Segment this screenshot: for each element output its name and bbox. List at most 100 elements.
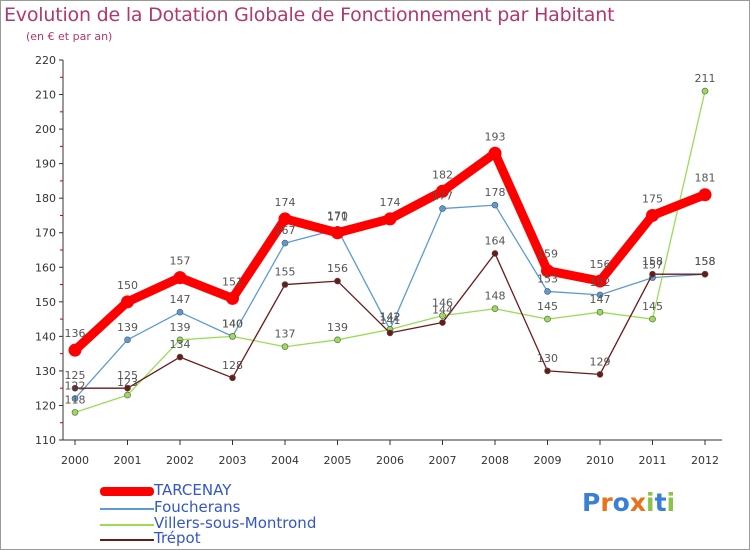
data-label: 139 (327, 321, 348, 334)
data-point (281, 281, 289, 288)
series-villers-sous-montrond (71, 87, 709, 416)
data-point (124, 384, 131, 392)
legend-swatch (100, 524, 154, 526)
series-line (74, 90, 706, 414)
data-point (226, 291, 239, 305)
series-tr-pot (71, 250, 709, 392)
logo-letter: i (646, 488, 655, 517)
data-label: 174 (380, 196, 401, 209)
data-label: 136 (65, 327, 86, 340)
data-point (331, 226, 344, 240)
data-point (593, 274, 607, 288)
x-tick-label: 2006 (376, 454, 404, 467)
data-label: 164 (485, 234, 506, 247)
data-point (596, 371, 604, 378)
data-label: 125 (65, 369, 86, 382)
y-tick-label: 130 (35, 365, 56, 378)
data-point (439, 205, 446, 212)
data-label: 139 (170, 321, 191, 334)
data-label: 142 (380, 310, 401, 323)
data-point (334, 277, 341, 285)
legend-label: TARCENAY (154, 481, 232, 499)
logo-letter: x (629, 488, 646, 517)
x-tick-label: 2011 (639, 454, 667, 467)
y-tick-label: 210 (35, 89, 56, 102)
legend-swatch (100, 508, 154, 510)
logo-letter: r (600, 488, 613, 517)
data-label: 139 (117, 321, 138, 334)
data-label: 171 (327, 210, 348, 223)
chart-title: Evolution de la Dotation Globale de Fonc… (4, 4, 615, 26)
data-point (281, 343, 289, 351)
data-label: 140 (222, 317, 243, 330)
data-label: 129 (590, 355, 611, 368)
data-label: 145 (642, 300, 663, 313)
data-point (71, 384, 79, 392)
logo-letter: t (654, 488, 667, 517)
data-label: 118 (65, 393, 86, 406)
data-point (121, 295, 134, 309)
data-label: 148 (485, 290, 506, 303)
data-point (383, 212, 397, 226)
data-label: 158 (642, 255, 663, 268)
data-point (281, 239, 289, 247)
data-point (544, 288, 551, 295)
data-label: 145 (537, 300, 558, 313)
data-label: 128 (222, 359, 243, 372)
x-tick-label: 2003 (219, 454, 247, 467)
data-point (124, 336, 131, 344)
x-tick-label: 2007 (429, 454, 457, 467)
data-point (698, 188, 712, 202)
data-label: 182 (432, 168, 453, 181)
legend-label: Trépot (154, 529, 201, 547)
y-tick-label: 180 (35, 192, 56, 205)
data-label: 193 (485, 130, 506, 143)
data-point (68, 343, 82, 357)
data-label: 150 (117, 279, 138, 292)
data-point (491, 201, 499, 209)
data-label: 155 (275, 266, 296, 279)
data-point (176, 353, 184, 361)
data-label: 140 (222, 317, 243, 330)
x-tick-label: 2005 (324, 454, 352, 467)
data-point (491, 250, 499, 257)
data-point (541, 264, 554, 278)
data-label: 174 (275, 196, 296, 209)
data-label: 137 (275, 328, 296, 341)
data-labels-layer: 136 150 157 151 174 170 174 182 193 159 156 175 181 1… (65, 72, 716, 406)
data-point (334, 336, 341, 344)
data-label: 144 (432, 304, 453, 317)
data-label: 159 (537, 248, 558, 261)
series-foucherans (71, 201, 709, 402)
data-label: 156 (590, 258, 611, 271)
axes: 110 120 130 140 150 160 170 180 190 200 210 220 2000… (35, 54, 722, 467)
data-point (173, 271, 187, 285)
data-label: 125 (117, 369, 138, 382)
series-tarcenay (68, 146, 712, 357)
data-point (229, 333, 236, 340)
data-point (439, 319, 446, 326)
y-tick-label: 150 (35, 296, 56, 309)
data-label: 157 (642, 259, 663, 272)
logo-letter: i (666, 488, 676, 517)
y-tick-label: 220 (35, 54, 56, 67)
data-point (439, 312, 446, 319)
logo-letter: P (582, 488, 601, 517)
data-point (278, 212, 292, 226)
x-tick-label: 2009 (534, 454, 562, 467)
data-point (596, 308, 604, 316)
y-tick-label: 140 (35, 330, 56, 343)
chart-subtitle: (en € et par an) (26, 30, 113, 43)
y-tick-label: 170 (35, 227, 56, 240)
data-label: 122 (65, 380, 86, 393)
data-point (436, 184, 449, 198)
data-label: 147 (170, 293, 191, 306)
data-label: 141 (380, 314, 401, 327)
data-point (488, 146, 502, 160)
data-point (646, 208, 659, 222)
legend-label: Villers-sous-Montrond (154, 514, 317, 532)
data-point (649, 315, 656, 323)
legend-swatch (100, 487, 154, 496)
data-point (544, 315, 551, 323)
